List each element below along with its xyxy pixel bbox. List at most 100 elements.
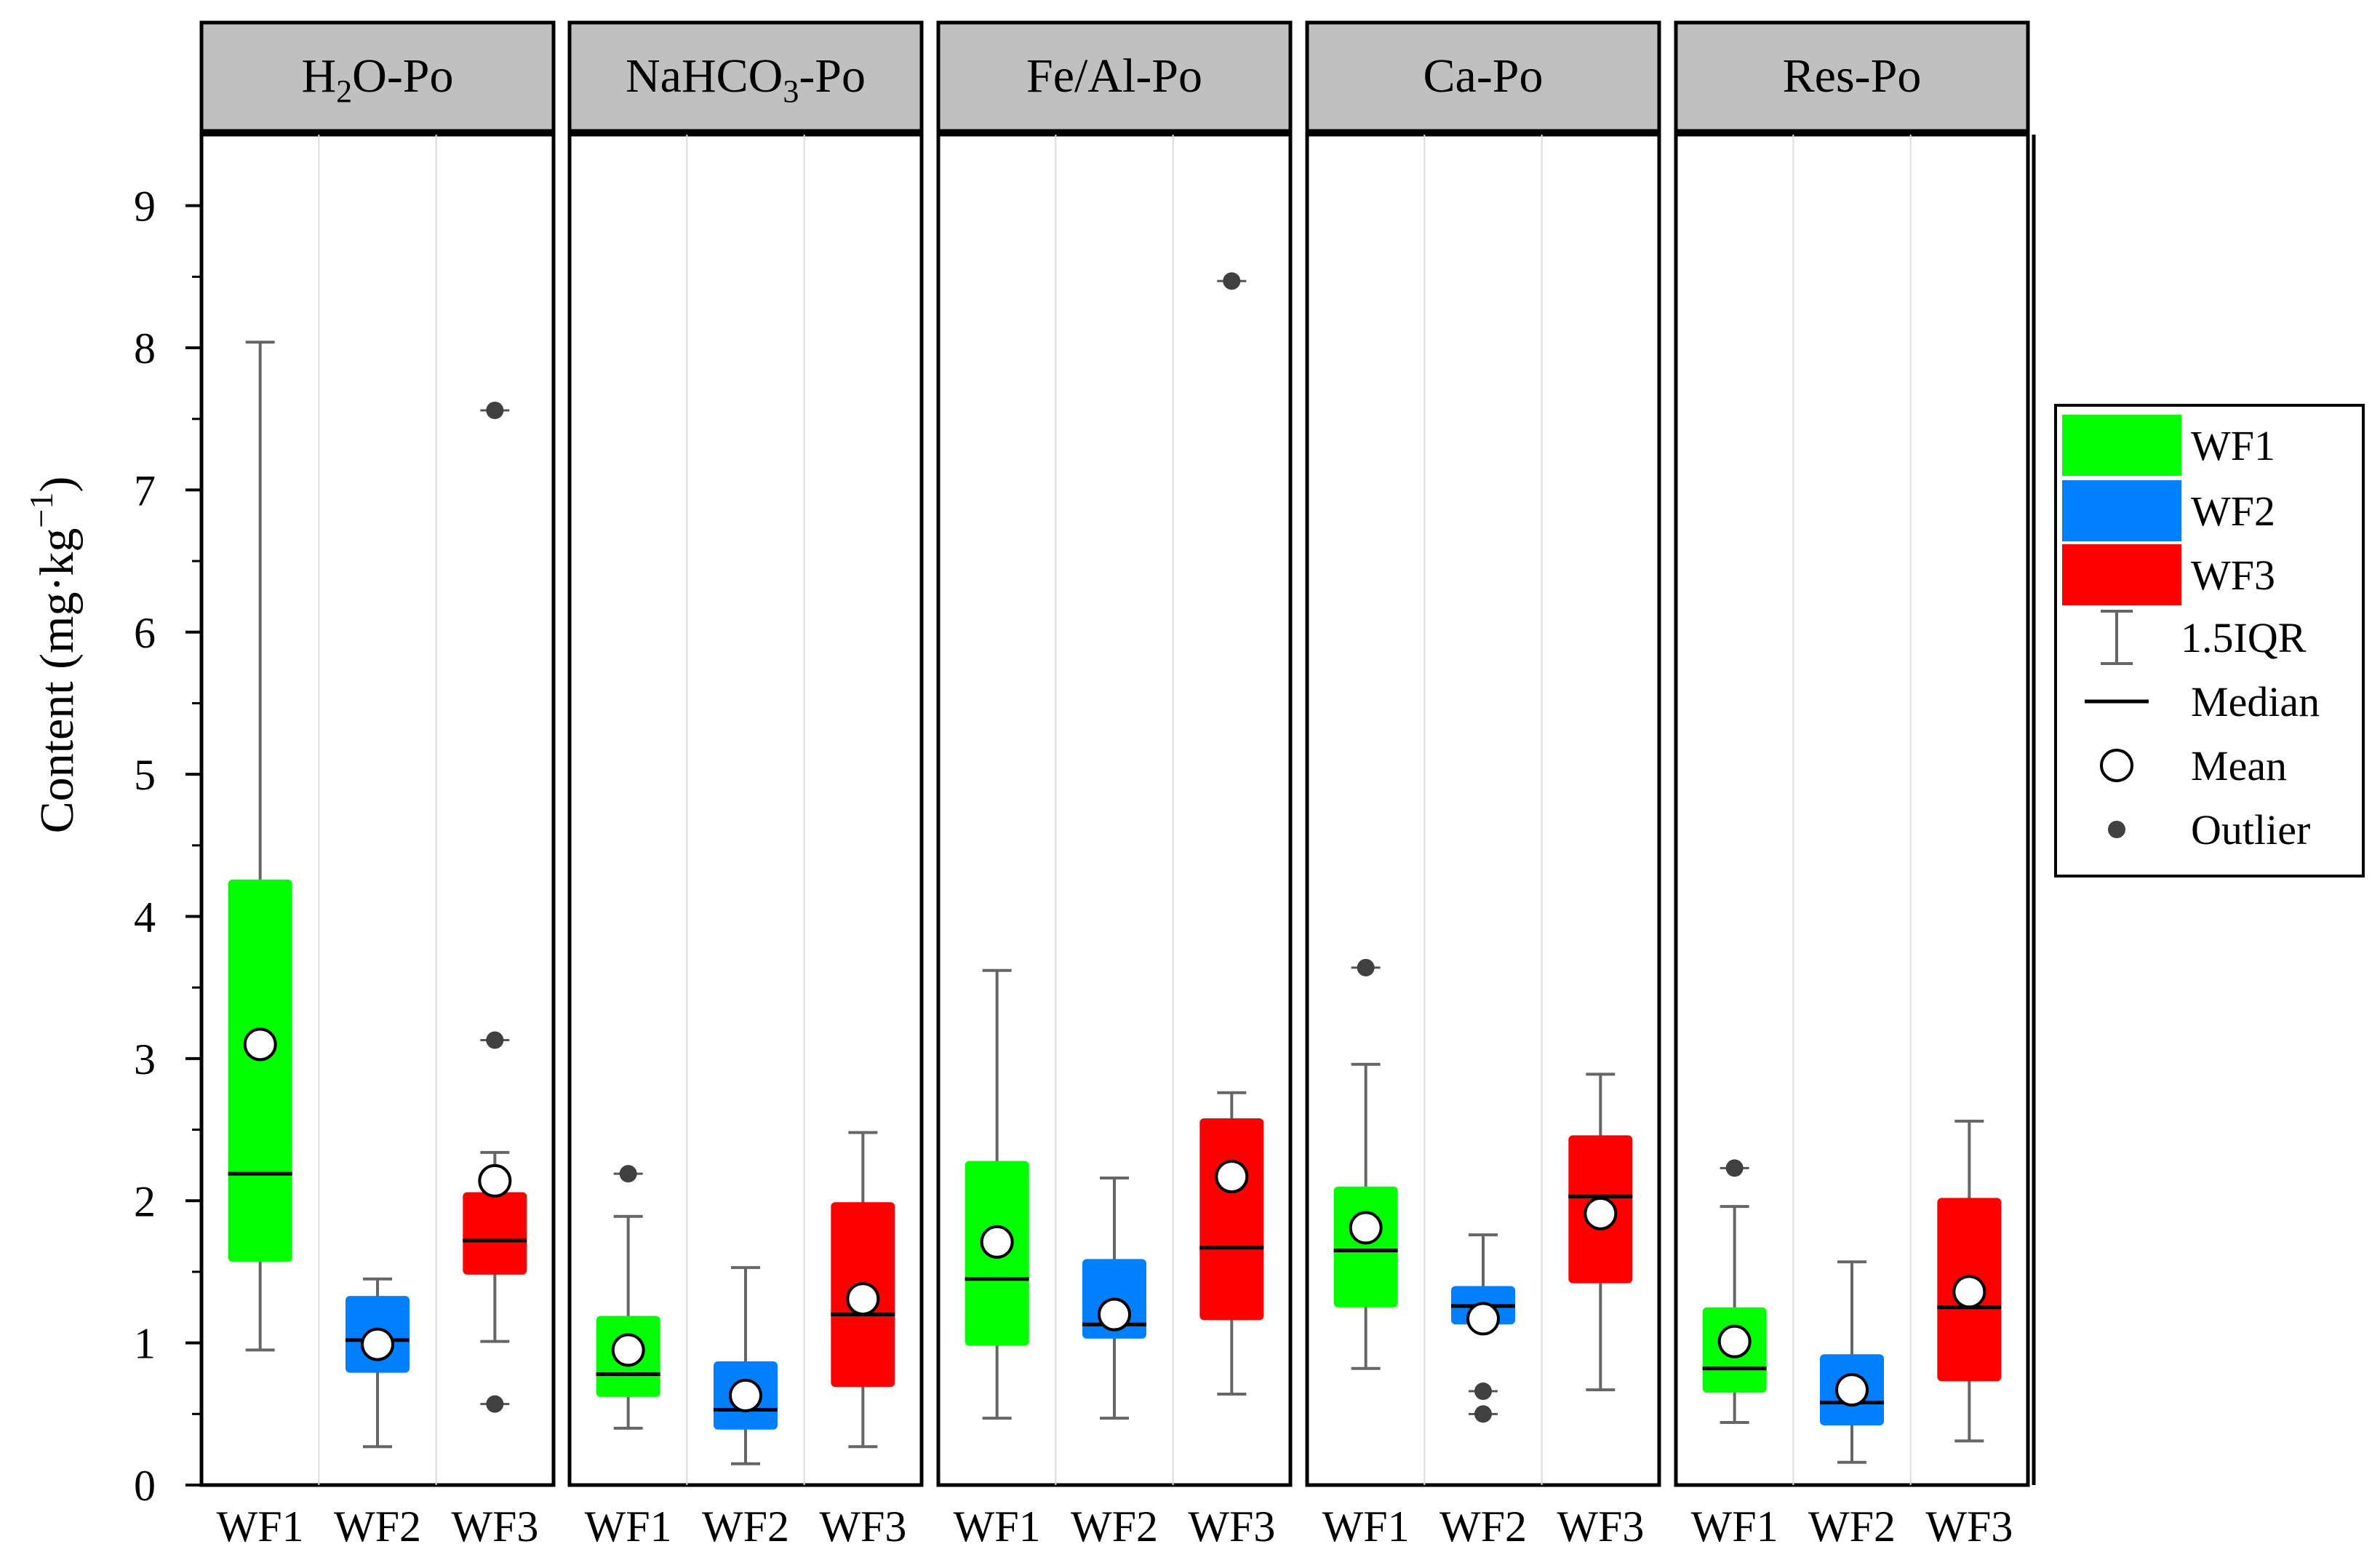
facet-title-subscript: 3 [783,73,799,109]
x-category-label: WF3 [819,1503,906,1551]
x-category-label: WF1 [585,1503,672,1551]
x-category-label: WF2 [702,1503,789,1551]
facet-strip [1674,20,2030,133]
x-category-label: WF3 [1188,1503,1275,1551]
box-wf3 [1568,1072,1633,1392]
box-wf3 [1199,272,1264,1396]
facet-strip [1305,20,1661,133]
box-wf1 [965,968,1029,1420]
legend-label: 1.5IQR [2181,614,2307,661]
legend-mean-icon [2100,749,2133,782]
iqr-box [1333,1186,1398,1308]
y-axis-title: Content (mg·kg−1) [23,477,84,834]
facet-title-subscript: 2 [336,73,352,109]
x-category-label: WF1 [1322,1503,1410,1551]
legend-label: Median [2191,678,2320,725]
box-wf2 [1820,1260,1884,1464]
box-wf3 [831,1131,895,1449]
outlier-point [1725,1159,1744,1177]
mean-marker [1349,1211,1383,1245]
mean-marker [361,1327,394,1361]
y-tick-label: 8 [134,325,156,373]
facet-title-rest: -Po [799,49,866,103]
x-category-label: WF2 [1808,1503,1896,1551]
x-category-label: WF3 [451,1503,538,1551]
outlier-point [486,402,504,420]
mean-marker [1952,1275,1986,1309]
legend: WF1 WF2 WF3 1.5IQR Median Mean Outlier [2054,404,2365,877]
legend-outlier-icon [2108,821,2125,838]
facet-strip-title: NaHCO3-Po [626,49,866,109]
facet-panel-nahco3-po: NaHCO3-Po WF1 WF2 WF3 [567,20,924,1551]
box-wf2 [1451,1233,1515,1423]
mean-marker [729,1378,762,1412]
x-category-label: WF1 [1691,1503,1778,1551]
y-tick-label: 4 [134,894,156,942]
y-tick-label: 3 [134,1035,156,1083]
facet-strip [936,20,1293,133]
facet-frame [199,132,556,1487]
y-axis: 0 1 2 3 4 5 6 7 8 9 Content (mg·kg−1) [23,135,204,1510]
facet-title-base: Ca-Po [1423,49,1544,103]
box-wf1 [1333,958,1398,1370]
box-wf1 [228,341,292,1352]
mean-marker [478,1163,512,1198]
y-tick-label: 1 [134,1320,156,1368]
legend-swatch-wf3 [2062,544,2181,605]
mean-marker [1835,1373,1869,1407]
box-wf1 [596,1165,660,1430]
y-axis-title-superscript: −1 [23,493,60,528]
facet-strip-title: Ca-Po [1423,49,1544,103]
y-tick-label: 7 [134,466,156,514]
facet-strip [567,20,924,133]
facet-strip-title: Fe/Al-Po [1026,49,1202,103]
y-axis-title-base: Content (mg·kg [31,528,84,834]
iqr-box [1199,1118,1264,1321]
mean-marker [980,1225,1014,1259]
x-category-label: WF2 [1439,1503,1527,1551]
legend-swatch-wf1 [2062,415,2181,476]
box-wf3 [1937,1119,2002,1443]
facet-frame [567,132,924,1487]
mean-marker [1215,1160,1249,1194]
legend-label: Outlier [2191,806,2310,853]
iqr-box [463,1192,527,1275]
iqr-box [228,879,292,1262]
mean-marker [1584,1196,1618,1230]
facet-panel-ca-po: Ca-Po WF1 WF2 WF3 [1305,20,1661,1551]
legend-label: WF1 [2191,422,2275,469]
outlier-point [1474,1382,1492,1401]
mean-marker [1466,1302,1500,1336]
facet-panel-fe-al-po: Fe/Al-Po WF1 WF2 WF3 [936,20,1293,1551]
x-category-label: WF2 [334,1503,421,1551]
mean-marker [611,1333,645,1367]
mean-marker [243,1027,277,1062]
outlier-point [486,1395,504,1413]
facet-panel-h2o-po: H2O-Po WF1 WF2 WF3 [199,20,556,1551]
mean-marker [1098,1297,1131,1332]
mean-marker [846,1282,880,1316]
y-tick-label: 9 [134,183,156,231]
facet-title-base: NaHCO [626,49,783,103]
outlier-point [1357,958,1375,976]
facet-title-base: Fe/Al-Po [1026,49,1202,103]
facet-title-base: H [301,49,336,103]
box-wf1 [1702,1159,1767,1425]
facet-frame [1674,132,2030,1487]
facet-panel-res-po: Res-Po WF1 WF2 WF3 [1674,20,2030,1551]
y-tick-label: 0 [134,1462,156,1510]
y-tick-label: 6 [134,609,156,657]
x-category-label: WF3 [1925,1503,2013,1551]
facet-title-base: Res-Po [1783,49,1922,103]
outlier-point [486,1031,504,1049]
outlier-point [1474,1405,1492,1423]
outlier-point [1223,272,1241,290]
box-wf2 [714,1266,778,1465]
facet-frame [936,132,1293,1487]
facet-strip-title: Res-Po [1783,49,1922,103]
legend-label: WF3 [2191,552,2275,599]
x-category-label: WF1 [217,1503,304,1551]
x-category-label: WF2 [1071,1503,1158,1551]
mean-marker [1717,1324,1752,1358]
